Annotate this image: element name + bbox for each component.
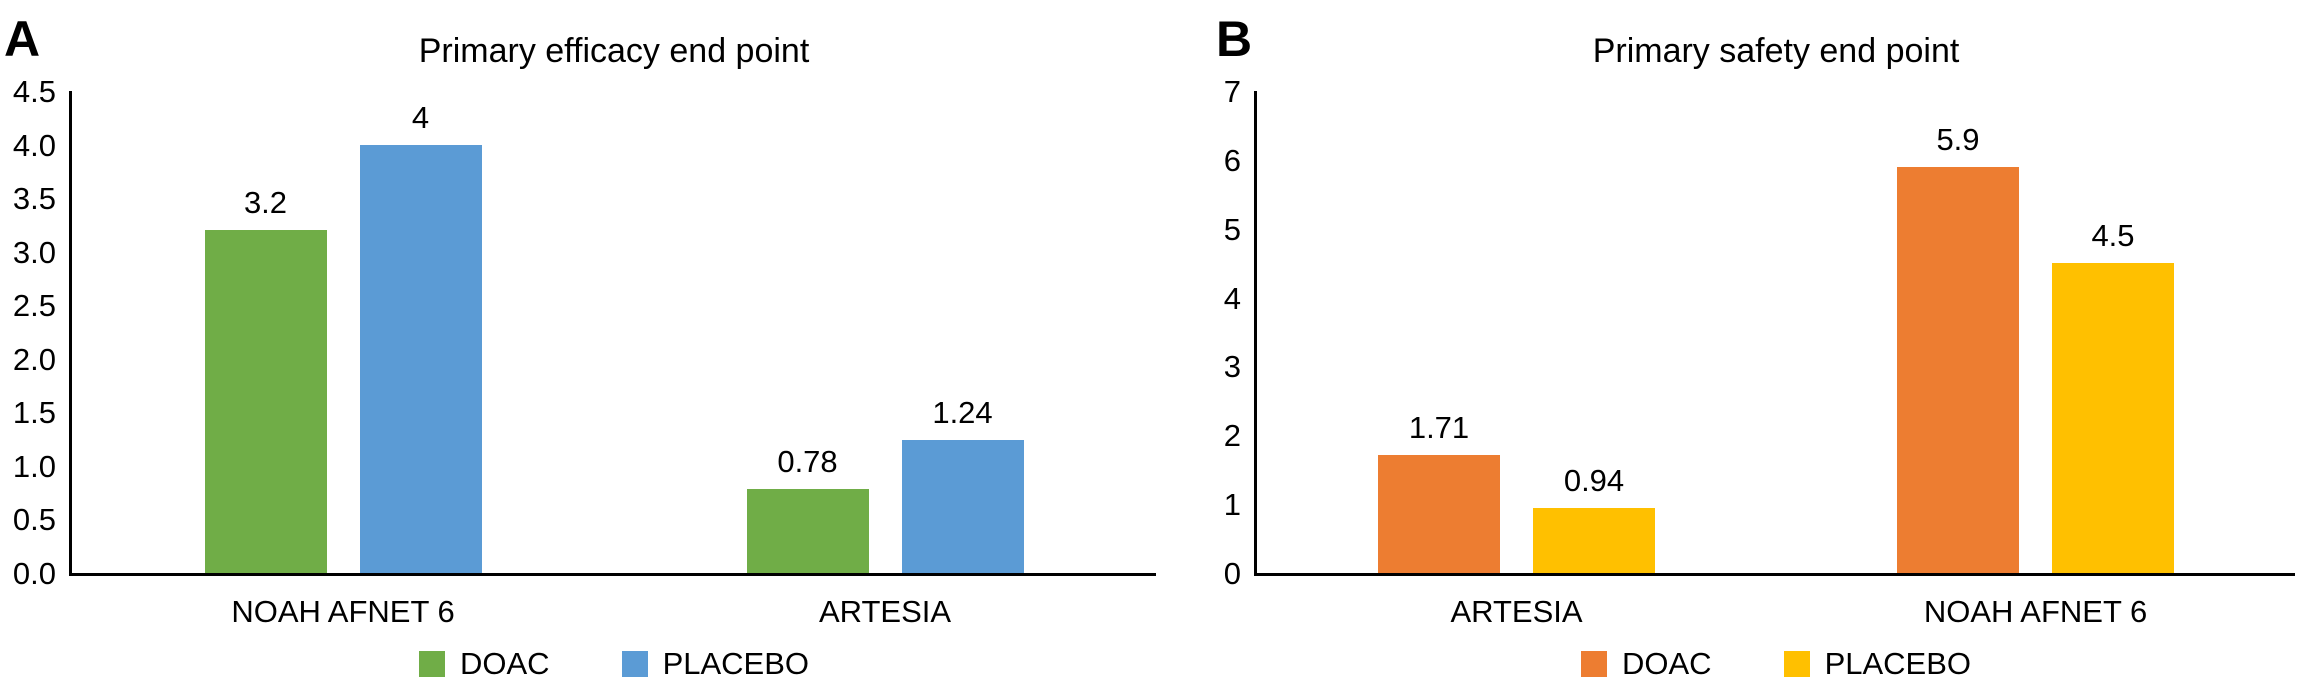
legend-swatch-placebo: [1783, 650, 1810, 677]
bar-placebo-1: [2052, 263, 2174, 573]
y-tick-label: 0.0: [12, 556, 56, 591]
legend-item-placebo: PLACEBO: [621, 646, 810, 681]
y-tick-label: 7: [1223, 74, 1241, 109]
y-tick-label: 4: [1223, 280, 1241, 316]
legend-swatch-doac: [1580, 650, 1607, 677]
safety-bar-chart: Primary safety end point 7 6 5 4 3 2 1 0 1.71 0.94…: [1150, 0, 2306, 698]
y-tick-label: 4.5: [12, 74, 56, 109]
panel-efficacy: A Primary efficacy end point 4.5 4.0 3.5 3.0…: [0, 0, 1156, 698]
x-axis-line: [69, 573, 1156, 576]
category-label: NOAH AFNET 6: [1923, 594, 2148, 629]
value-label: 4.5: [2091, 218, 2135, 254]
legend-item-doac: DOAC: [418, 646, 550, 681]
category-label: NOAH AFNET 6: [231, 594, 455, 629]
y-tick-label: 2.5: [12, 288, 56, 324]
y-tick-label: 1: [1223, 487, 1241, 523]
y-tick-label: 2: [1223, 418, 1241, 454]
y-tick-label: 3.0: [12, 234, 56, 270]
y-tick-label: 0: [1223, 556, 1241, 591]
y-axis-line: [1254, 91, 1257, 576]
legend-item-doac: DOAC: [1580, 646, 1712, 681]
legend-label: PLACEBO: [662, 646, 810, 681]
value-label: 3.2: [243, 185, 288, 221]
value-label: 0.78: [777, 444, 838, 480]
y-tick-label: 2.0: [12, 341, 56, 377]
category-label: ARTESIA: [818, 594, 952, 629]
y-tick-label: 1.0: [12, 448, 56, 484]
y-tick-label: 0.5: [12, 502, 56, 538]
y-tick-label: 1.5: [12, 395, 56, 431]
y-tick-label: 5: [1223, 211, 1241, 247]
legend-label: PLACEBO: [1824, 646, 1972, 681]
legend: DOAC PLACEBO: [72, 648, 1156, 679]
y-tick-label: 3: [1223, 349, 1241, 385]
legend: DOAC PLACEBO: [1257, 648, 2295, 679]
y-tick-label: 4.0: [12, 127, 56, 163]
panel-safety: B Primary safety end point 7 6 5 4 3 2 1 0 1.71 0.…: [1150, 0, 2306, 698]
value-label: 0.94: [1563, 463, 1625, 499]
legend-label: DOAC: [459, 646, 550, 681]
chart-title: Primary safety end point: [1592, 32, 1960, 70]
bar-doac-1: [746, 489, 869, 573]
legend-item-placebo: PLACEBO: [1783, 646, 1972, 681]
legend-swatch-doac: [418, 650, 445, 677]
bar-doac-1: [1897, 166, 2019, 573]
value-label: 5.9: [1936, 121, 1980, 157]
bar-placebo-0: [1533, 508, 1655, 573]
panel-letter-a: A: [4, 11, 41, 67]
bar-placebo-0: [359, 144, 482, 573]
y-tick-label: 3.5: [12, 181, 56, 217]
y-tick-label: 6: [1223, 142, 1241, 178]
y-axis-line: [69, 91, 72, 576]
bar-doac-0: [1378, 455, 1500, 573]
panel-letter-b: B: [1216, 11, 1253, 67]
efficacy-bar-chart: Primary efficacy end point 4.5 4.0 3.5 3.0 2.…: [0, 0, 1156, 698]
legend-label: DOAC: [1621, 646, 1712, 681]
x-axis-line: [1254, 573, 2295, 576]
value-label: 4: [411, 99, 430, 135]
value-label: 1.71: [1408, 410, 1470, 446]
legend-swatch-placebo: [621, 650, 648, 677]
category-label: ARTESIA: [1450, 594, 1583, 629]
value-label: 1.24: [932, 395, 993, 431]
bar-doac-0: [204, 230, 327, 573]
chart-title: Primary efficacy end point: [418, 32, 810, 70]
bar-placebo-1: [901, 440, 1024, 573]
